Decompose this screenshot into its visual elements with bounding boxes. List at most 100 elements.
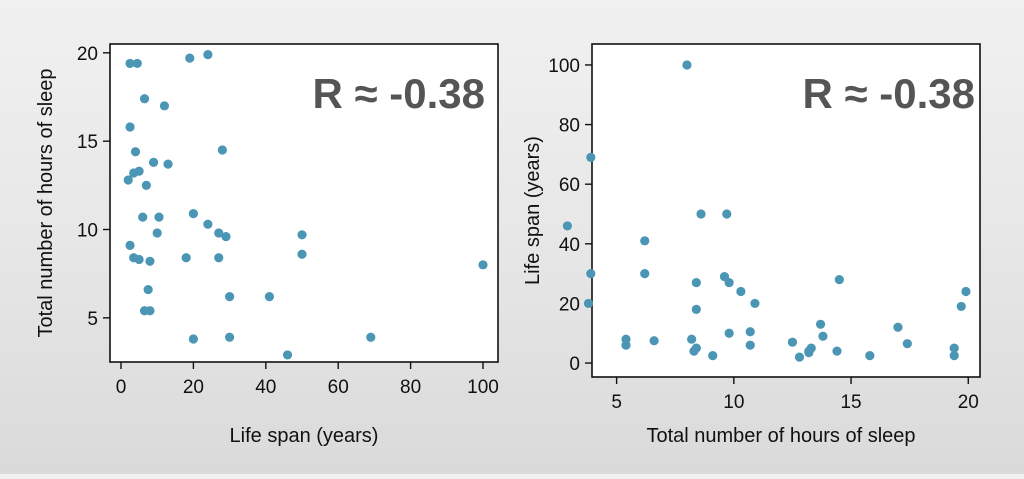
data-point <box>586 152 596 162</box>
data-point <box>621 340 631 350</box>
y-axis-label: Life span (years) <box>522 136 544 285</box>
data-point <box>188 334 198 344</box>
chart-panel-2: 5 10 15 20 0 20 40 60 80 100 Total number of hours… <box>522 43 981 447</box>
x-tick-label: 20 <box>958 392 979 413</box>
data-point <box>682 60 692 70</box>
x-tick-label: 10 <box>723 392 744 413</box>
data-point <box>145 256 155 266</box>
x-tick-label: 0 <box>116 377 127 398</box>
data-point <box>225 292 235 302</box>
data-point <box>214 253 224 263</box>
data-point <box>181 253 191 263</box>
y-tick-label: 60 <box>559 175 580 196</box>
plot-area <box>591 43 981 378</box>
data-point <box>649 336 659 346</box>
data-point <box>736 286 746 297</box>
plot-area <box>109 43 499 363</box>
data-point <box>163 159 173 169</box>
x-axis-label: Total number of hours of sleep <box>646 425 915 447</box>
data-point <box>152 228 162 238</box>
data-point <box>203 50 213 60</box>
y-tick-label: 20 <box>559 294 580 315</box>
data-point <box>141 180 151 190</box>
data-point <box>125 122 135 132</box>
data-point <box>134 254 144 265</box>
chart-panel-1: 0 20 40 60 80 100 5 10 15 20 Life span (years) Tota… <box>35 43 499 447</box>
data-point <box>745 327 755 337</box>
data-point <box>264 292 275 302</box>
data-point <box>214 228 224 238</box>
data-point <box>159 101 170 111</box>
y-tick-label: 5 <box>87 309 98 330</box>
data-point <box>132 58 142 69</box>
x-tick-label: 80 <box>400 377 421 398</box>
y-tick-label: 0 <box>569 354 580 375</box>
data-point <box>834 274 844 285</box>
x-tick-label: 40 <box>255 377 276 398</box>
data-point <box>745 340 755 350</box>
data-point <box>125 58 135 69</box>
data-point <box>148 157 159 167</box>
data-point <box>225 332 235 342</box>
y-tick-label: 15 <box>77 132 98 153</box>
data-point <box>696 209 706 219</box>
data-point <box>640 269 650 279</box>
data-point <box>750 298 760 309</box>
data-point <box>687 334 697 344</box>
data-point <box>586 269 596 279</box>
data-point <box>130 147 141 157</box>
x-axis-label: Life span (years) <box>230 425 379 447</box>
data-point <box>787 337 798 347</box>
data-point <box>640 236 650 246</box>
data-point <box>297 230 307 240</box>
data-point <box>217 145 227 155</box>
data-point <box>893 322 903 332</box>
data-point <box>691 277 701 288</box>
data-point <box>832 346 842 356</box>
data-point <box>949 343 959 353</box>
x-tick-label: 5 <box>611 392 622 413</box>
x-tick-label: 20 <box>183 377 204 398</box>
x-tick-label: 15 <box>840 392 861 413</box>
data-point <box>865 351 875 361</box>
data-point <box>123 175 133 185</box>
correlation-annotation: R ≈ -0.38 <box>803 70 975 117</box>
data-point <box>297 249 307 259</box>
data-point <box>154 212 164 222</box>
data-point <box>691 304 701 314</box>
data-point <box>145 306 155 316</box>
data-point <box>949 351 959 361</box>
x-tick-label: 100 <box>467 377 499 398</box>
data-point <box>724 328 734 338</box>
data-point <box>366 332 376 342</box>
data-point <box>185 53 195 63</box>
data-point <box>818 331 828 341</box>
correlation-annotation: R ≈ -0.38 <box>313 70 485 117</box>
data-point <box>583 298 594 309</box>
data-point <box>902 339 912 349</box>
data-point <box>203 219 213 229</box>
data-point <box>722 209 732 219</box>
y-axis-label: Total number of hours of sleep <box>35 68 57 337</box>
data-point <box>134 166 144 176</box>
data-point <box>125 240 135 250</box>
data-point <box>815 319 826 329</box>
data-point <box>708 351 718 361</box>
y-tick-label: 80 <box>559 116 580 137</box>
data-point <box>804 346 814 356</box>
y-tick-label: 40 <box>559 235 580 256</box>
y-tick-label: 10 <box>77 221 98 242</box>
y-tick-label: 20 <box>77 44 98 65</box>
data-point <box>221 231 231 242</box>
y-tick-label: 100 <box>548 56 580 77</box>
data-point <box>689 346 699 356</box>
data-point <box>188 209 198 219</box>
data-point <box>143 284 153 295</box>
data-point <box>139 94 150 104</box>
data-point <box>478 260 488 270</box>
x-tick-label: 60 <box>328 377 349 398</box>
data-point <box>562 221 572 231</box>
data-point <box>282 350 293 360</box>
